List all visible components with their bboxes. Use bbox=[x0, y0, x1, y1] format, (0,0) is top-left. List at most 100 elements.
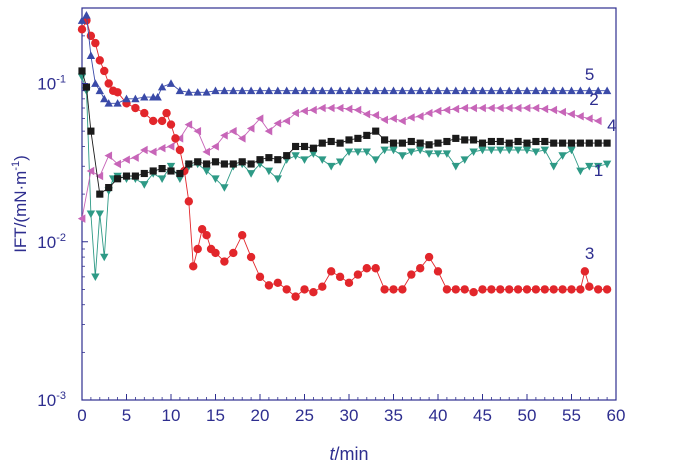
series-label-2: 2 bbox=[589, 90, 598, 109]
data-point bbox=[273, 278, 282, 288]
data-point bbox=[229, 86, 238, 95]
data-point bbox=[77, 25, 87, 34]
data-point bbox=[531, 103, 540, 113]
data-point bbox=[585, 282, 594, 291]
data-point bbox=[380, 285, 389, 294]
data-point bbox=[274, 156, 282, 164]
data-point bbox=[344, 278, 354, 288]
data-point bbox=[184, 120, 193, 129]
data-point bbox=[265, 154, 273, 162]
data-point bbox=[113, 99, 122, 107]
series-label-4: 4 bbox=[607, 116, 616, 135]
data-point bbox=[264, 86, 274, 95]
y-tick-label: 10-1 bbox=[37, 74, 66, 94]
data-point bbox=[220, 160, 228, 168]
data-point bbox=[122, 172, 131, 180]
data-point bbox=[309, 150, 318, 158]
x-tick-label: 45 bbox=[473, 406, 492, 425]
data-point bbox=[166, 142, 175, 151]
data-point bbox=[238, 231, 247, 240]
data-point bbox=[345, 136, 353, 144]
data-point bbox=[149, 116, 158, 126]
data-point bbox=[157, 82, 167, 91]
data-point bbox=[496, 285, 505, 294]
data-point bbox=[336, 139, 344, 147]
data-point bbox=[131, 103, 140, 113]
data-point bbox=[140, 145, 148, 155]
data-point bbox=[567, 139, 576, 147]
series-line bbox=[81, 76, 608, 277]
data-point bbox=[318, 156, 327, 164]
data-point bbox=[434, 139, 442, 147]
data-point bbox=[344, 86, 354, 95]
data-point bbox=[91, 273, 100, 282]
series-1 bbox=[77, 73, 612, 282]
x-tick-label: 20 bbox=[251, 406, 270, 425]
data-point bbox=[478, 285, 487, 294]
data-point bbox=[531, 148, 541, 157]
data-point bbox=[211, 142, 219, 151]
data-point bbox=[247, 160, 255, 168]
data-point bbox=[335, 272, 345, 282]
data-point bbox=[469, 103, 477, 113]
data-point bbox=[309, 86, 318, 95]
data-point bbox=[532, 137, 540, 146]
series-4 bbox=[78, 67, 611, 198]
data-point bbox=[398, 116, 406, 126]
data-point bbox=[327, 267, 336, 276]
data-point bbox=[184, 197, 193, 206]
data-point bbox=[220, 184, 229, 192]
x-tick-label: 50 bbox=[518, 406, 537, 425]
data-point bbox=[246, 252, 256, 262]
data-point bbox=[140, 181, 149, 189]
data-point bbox=[487, 103, 495, 113]
data-point bbox=[353, 148, 363, 157]
data-point bbox=[372, 127, 380, 135]
data-point bbox=[433, 150, 443, 158]
data-point bbox=[131, 94, 140, 103]
series-3 bbox=[77, 16, 612, 301]
data-point bbox=[264, 281, 274, 290]
data-point bbox=[549, 86, 558, 95]
data-point bbox=[87, 127, 95, 135]
data-point bbox=[407, 137, 415, 146]
data-point bbox=[100, 253, 109, 262]
data-point bbox=[513, 285, 523, 294]
data-point bbox=[487, 137, 495, 146]
data-point bbox=[416, 146, 425, 155]
data-point bbox=[86, 51, 96, 59]
y-axis-label: IFT/(mN·m-1) bbox=[10, 155, 30, 253]
data-point bbox=[603, 139, 611, 147]
data-point bbox=[407, 270, 416, 279]
data-point bbox=[398, 285, 407, 294]
data-point bbox=[433, 86, 443, 95]
data-point bbox=[86, 210, 96, 219]
data-point bbox=[407, 148, 416, 157]
data-point bbox=[478, 146, 487, 155]
data-point bbox=[273, 175, 282, 183]
data-point bbox=[157, 144, 166, 153]
data-point bbox=[104, 151, 113, 160]
data-point bbox=[576, 167, 585, 176]
data-point bbox=[452, 134, 460, 142]
data-point bbox=[576, 112, 584, 121]
data-point bbox=[522, 285, 532, 294]
data-point bbox=[371, 111, 380, 120]
data-point bbox=[184, 88, 193, 96]
data-point bbox=[194, 158, 202, 166]
data-point bbox=[291, 108, 299, 118]
data-point bbox=[122, 94, 131, 103]
data-point bbox=[91, 38, 100, 48]
data-point bbox=[300, 142, 309, 151]
data-point bbox=[389, 285, 398, 294]
data-point bbox=[505, 146, 514, 155]
data-point bbox=[558, 107, 566, 117]
data-point bbox=[300, 156, 309, 164]
data-point bbox=[513, 146, 523, 155]
x-tick-label: 40 bbox=[429, 406, 448, 425]
data-point bbox=[478, 86, 487, 95]
data-point bbox=[353, 86, 363, 95]
data-point bbox=[95, 56, 105, 65]
data-point bbox=[282, 285, 291, 294]
data-point bbox=[95, 210, 104, 219]
